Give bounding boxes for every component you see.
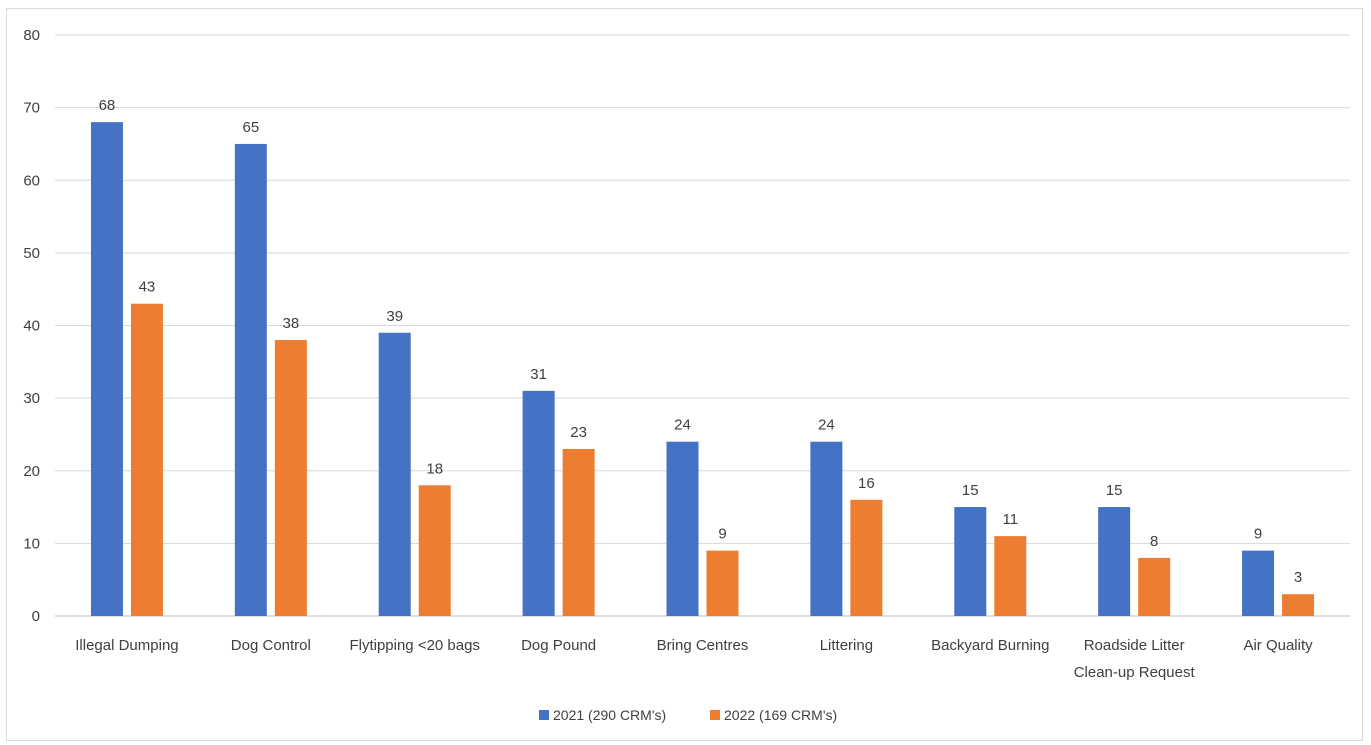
data-label: 24 xyxy=(674,417,691,434)
data-label: 68 xyxy=(99,97,116,114)
bar-series2 xyxy=(274,340,307,616)
x-category-label: Roadside Litter Clean-up Request xyxy=(1074,637,1196,681)
x-category-label: Illegal Dumping xyxy=(75,637,178,654)
y-tick-label: 30 xyxy=(23,390,40,407)
data-label: 23 xyxy=(570,424,587,441)
y-tick-label: 50 xyxy=(23,245,40,262)
bar-series1 xyxy=(522,390,555,616)
legend-swatch xyxy=(710,710,720,720)
bar-series2 xyxy=(130,303,163,616)
data-label: 18 xyxy=(426,460,443,477)
data-label: 65 xyxy=(242,119,259,136)
bar-series2 xyxy=(994,536,1027,616)
data-label: 31 xyxy=(530,366,547,383)
x-category-label: Air Quality xyxy=(1243,637,1313,654)
y-tick-label: 10 xyxy=(23,535,40,552)
y-tick-label: 20 xyxy=(23,463,40,480)
y-axis: 0 10 20 30 40 50 60 70 80 xyxy=(23,27,40,625)
x-category-label: Flytipping <20 bags xyxy=(349,637,480,654)
x-category-label: Bring Centres xyxy=(657,637,749,654)
y-tick-label: 70 xyxy=(23,100,40,117)
bar-series1 xyxy=(234,143,267,616)
y-tick-label: 80 xyxy=(23,27,40,44)
bar-series2 xyxy=(706,550,739,616)
legend-label: 2022 (169 CRM's) xyxy=(724,707,837,723)
bar-series2 xyxy=(1282,594,1315,616)
bar-series2 xyxy=(1138,557,1171,616)
data-label: 16 xyxy=(858,475,875,492)
y-tick-label: 40 xyxy=(23,318,40,335)
data-label: 9 xyxy=(1254,526,1262,543)
bar-series2 xyxy=(850,499,883,616)
x-category-label: Dog Pound xyxy=(521,637,596,654)
data-label: 9 xyxy=(718,526,726,543)
x-category-label: Backyard Burning xyxy=(931,637,1049,654)
data-labels: 68 65 39 31 24 24 15 15 9 43 38 18 23 9 16 11 8 3 xyxy=(99,97,1303,586)
chart-frame xyxy=(6,8,1363,741)
x-category-label: Littering xyxy=(820,637,873,654)
data-label: 38 xyxy=(282,315,299,332)
bar-series1 xyxy=(666,441,699,616)
bars xyxy=(90,122,1315,617)
bar-series2 xyxy=(418,485,451,616)
legend-label: 2021 (290 CRM's) xyxy=(553,707,666,723)
x-category-label: Dog Control xyxy=(231,637,311,654)
x-axis: Illegal Dumping Dog Control Flytipping <20… xyxy=(75,637,1313,681)
data-label: 24 xyxy=(818,417,835,434)
data-label: 11 xyxy=(1002,511,1018,528)
data-label: 43 xyxy=(139,279,156,296)
bar-series2 xyxy=(562,448,595,616)
data-label: 3 xyxy=(1294,569,1302,586)
bar-series1 xyxy=(954,507,987,616)
bar-series1 xyxy=(1098,507,1131,616)
y-tick-label: 0 xyxy=(32,608,40,625)
legend: 2021 (290 CRM's) 2022 (169 CRM's) xyxy=(539,707,837,723)
data-label: 8 xyxy=(1150,533,1158,550)
y-tick-label: 60 xyxy=(23,172,40,189)
gridlines xyxy=(55,34,1350,617)
data-label: 15 xyxy=(962,482,979,499)
data-label: 39 xyxy=(386,308,403,325)
bar-series1 xyxy=(378,332,411,616)
legend-swatch xyxy=(539,710,549,720)
bar-series1 xyxy=(1242,550,1275,616)
bar-series1 xyxy=(810,441,843,616)
data-label: 15 xyxy=(1106,482,1123,499)
bar-series1 xyxy=(90,122,123,617)
